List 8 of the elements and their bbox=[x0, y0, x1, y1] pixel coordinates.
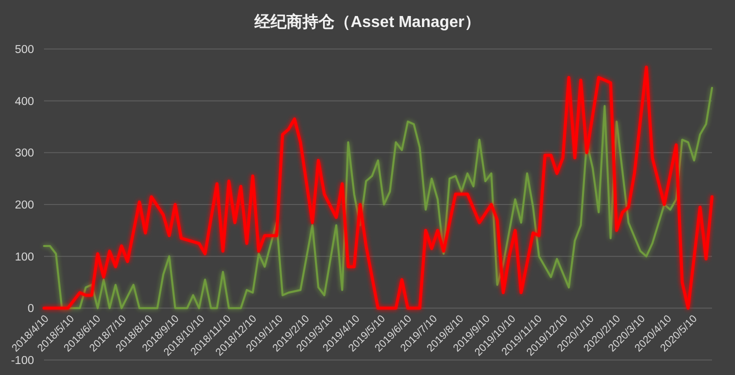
y-tick-label: 0 bbox=[28, 303, 34, 316]
y-tick-label: 300 bbox=[14, 148, 34, 160]
y-tick-label: 400 bbox=[14, 96, 34, 108]
y-tick-label: 200 bbox=[14, 200, 34, 212]
y-tick-label: -100 bbox=[10, 355, 34, 367]
y-tick-label: 500 bbox=[14, 44, 34, 56]
chart-title: 经纪商持仓（Asset Manager） bbox=[254, 13, 480, 31]
y-tick-label: 100 bbox=[14, 251, 34, 264]
